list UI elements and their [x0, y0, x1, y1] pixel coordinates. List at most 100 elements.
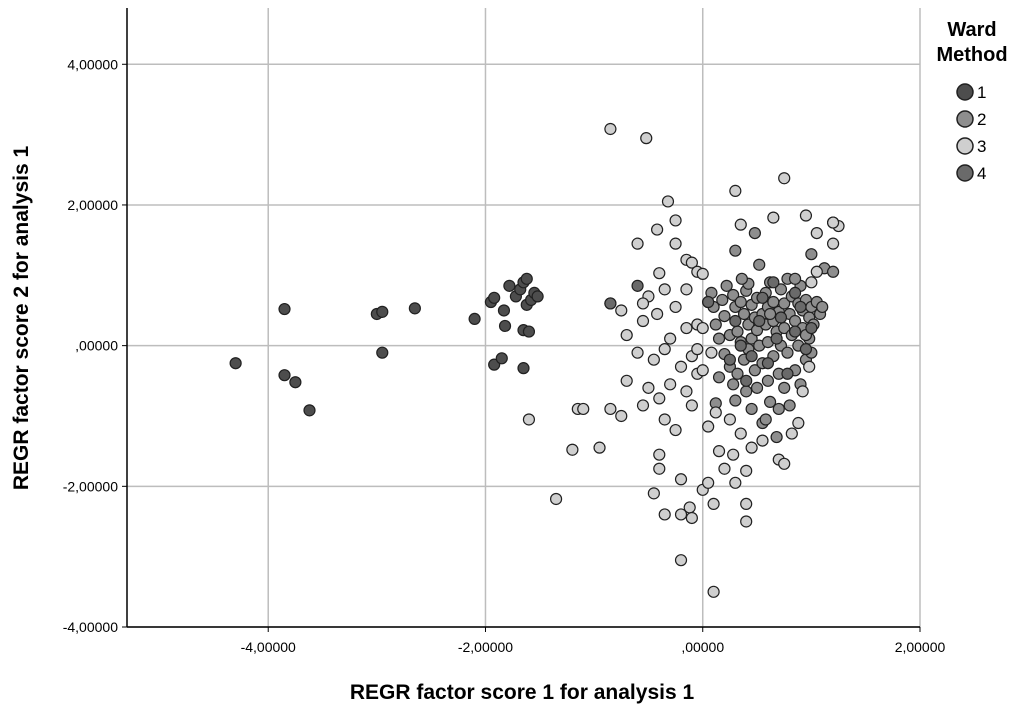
point-series-4 [770, 332, 783, 345]
point-series-3 [707, 497, 720, 511]
point-series-2 [709, 318, 722, 331]
y-tick-label: -4,00000 [63, 619, 118, 635]
point-series-2 [770, 430, 783, 444]
point-series-4 [805, 321, 818, 335]
point-series-3 [669, 214, 682, 227]
point-series-3 [647, 487, 660, 500]
point-series-2 [772, 402, 785, 416]
point-series-1 [376, 346, 389, 359]
point-series-2 [767, 295, 780, 309]
legend: Ward Method 1 2 3 4 [936, 19, 1007, 183]
point-series-3 [620, 328, 633, 342]
point-series-3 [653, 267, 666, 280]
point-series-3 [685, 399, 698, 412]
point-series-4 [788, 325, 802, 338]
x-tick-label: ,00000 [681, 639, 724, 655]
legend-label-4: 4 [977, 164, 986, 183]
point-series-1 [289, 376, 302, 389]
point-series-3 [685, 511, 698, 525]
point-series-3 [669, 300, 682, 314]
point-series-1 [488, 291, 501, 304]
point-series-3 [653, 448, 666, 461]
point-series-3 [734, 427, 747, 440]
point-series-3 [685, 256, 698, 269]
point-series-1 [503, 279, 516, 292]
point-series-3 [729, 476, 742, 489]
point-series-1 [522, 325, 536, 338]
point-series-3 [642, 381, 655, 394]
legend-marker-2 [956, 110, 974, 128]
point-series-3 [664, 332, 677, 345]
point-series-2 [716, 293, 729, 307]
legend-marker-4 [956, 164, 974, 182]
point-series-2 [816, 300, 829, 314]
y-tick-label: 4,00000 [67, 56, 118, 72]
point-series-4 [753, 314, 766, 328]
point-series-3 [680, 283, 693, 296]
point-series-1 [497, 304, 511, 317]
point-series-3 [826, 216, 840, 229]
point-series-2 [731, 325, 744, 338]
point-series-2 [805, 248, 818, 261]
point-series-4 [745, 350, 758, 363]
point-series-4 [729, 314, 742, 328]
y-tick-label: ,00000 [75, 338, 118, 354]
point-series-3 [792, 416, 805, 430]
point-series-3 [631, 346, 644, 359]
point-series-3 [734, 218, 747, 231]
point-series-1 [408, 302, 421, 315]
point-series-2 [727, 378, 740, 391]
point-series-3 [696, 364, 709, 377]
point-series-3 [702, 476, 715, 489]
point-series-3 [785, 427, 798, 440]
point-series-1 [517, 362, 530, 375]
point-series-2 [750, 381, 764, 394]
point-series-2 [729, 394, 742, 407]
point-series-3 [577, 402, 590, 416]
point-series-3 [745, 441, 758, 454]
point-series-2 [745, 402, 758, 416]
tick-labels: -4,00000 -2,00000 ,00000 2,00000 -4,00000 -2,… [63, 56, 946, 655]
point-series-3 [712, 445, 726, 458]
point-series-4 [774, 311, 788, 324]
point-series-3 [799, 209, 813, 222]
point-series-3 [664, 378, 677, 391]
point-series-2 [781, 346, 794, 359]
point-series-2 [731, 367, 744, 380]
point-series-1 [278, 302, 291, 316]
point-series-1 [278, 369, 291, 382]
point-series-2 [774, 283, 788, 296]
point-series-2 [826, 265, 840, 278]
point-series-2 [712, 332, 726, 345]
point-series-3 [669, 237, 682, 250]
point-series-2 [759, 413, 772, 426]
legend-marker-1 [956, 83, 974, 101]
point-series-1 [468, 312, 481, 326]
legend-label-1: 1 [977, 83, 986, 102]
point-series-3 [566, 443, 579, 456]
point-series-3 [651, 307, 664, 321]
point-series-3 [696, 321, 709, 335]
point-series-3 [718, 462, 731, 475]
point-series-2 [729, 244, 742, 257]
point-series-4 [740, 374, 753, 387]
point-series-3 [680, 321, 693, 335]
point-series-4 [734, 339, 747, 352]
legend-label-3: 3 [977, 137, 986, 156]
point-series-3 [810, 226, 823, 240]
point-series-3 [826, 237, 840, 250]
point-series-3 [615, 409, 628, 423]
point-series-3 [740, 515, 753, 528]
point-series-3 [729, 184, 742, 197]
point-series-3 [636, 314, 650, 328]
point-series-1 [376, 305, 389, 318]
point-series-4 [799, 343, 813, 356]
point-series-2 [720, 279, 733, 292]
point-series-4 [604, 297, 617, 310]
x-axis-title: REGR factor score 1 for analysis 1 [350, 681, 695, 704]
point-series-3 [680, 385, 693, 398]
point-series-3 [727, 448, 740, 461]
point-series-2 [748, 226, 761, 240]
